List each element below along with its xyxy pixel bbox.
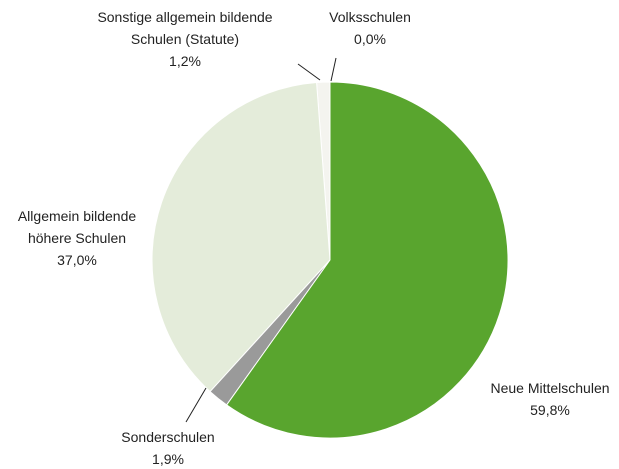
value-label: 59,8%: [530, 402, 570, 418]
category-label: Volksschulen: [329, 9, 411, 25]
value-label: 37,0%: [57, 252, 97, 268]
leader-line: [185, 387, 207, 423]
category-label: Sonstige allgemein bildende Schulen (Sta…: [97, 9, 273, 47]
pie-slice: [151, 81, 331, 393]
slice-label: Sonderschulen 1,9%: [108, 426, 228, 469]
slice-label: Allgemein bildende höhere Schulen 37,0%: [7, 205, 147, 271]
leader-line: [330, 57, 337, 82]
value-label: 1,2%: [169, 53, 201, 69]
category-label: Sonderschulen: [121, 429, 215, 445]
category-label: Allgemein bildende höhere Schulen: [17, 208, 137, 246]
category-label: Neue Mittelschulen: [490, 380, 610, 396]
slice-label: Volksschulen 0,0%: [310, 6, 430, 50]
leader-line: [297, 63, 321, 81]
slice-label: Neue Mittelschulen 59,8%: [475, 377, 619, 421]
pie-slice: [225, 81, 509, 439]
value-label: 1,9%: [152, 451, 184, 467]
slice-label: Sonstige allgemein bildende Schulen (Sta…: [85, 6, 285, 72]
value-label: 0,0%: [354, 31, 386, 47]
